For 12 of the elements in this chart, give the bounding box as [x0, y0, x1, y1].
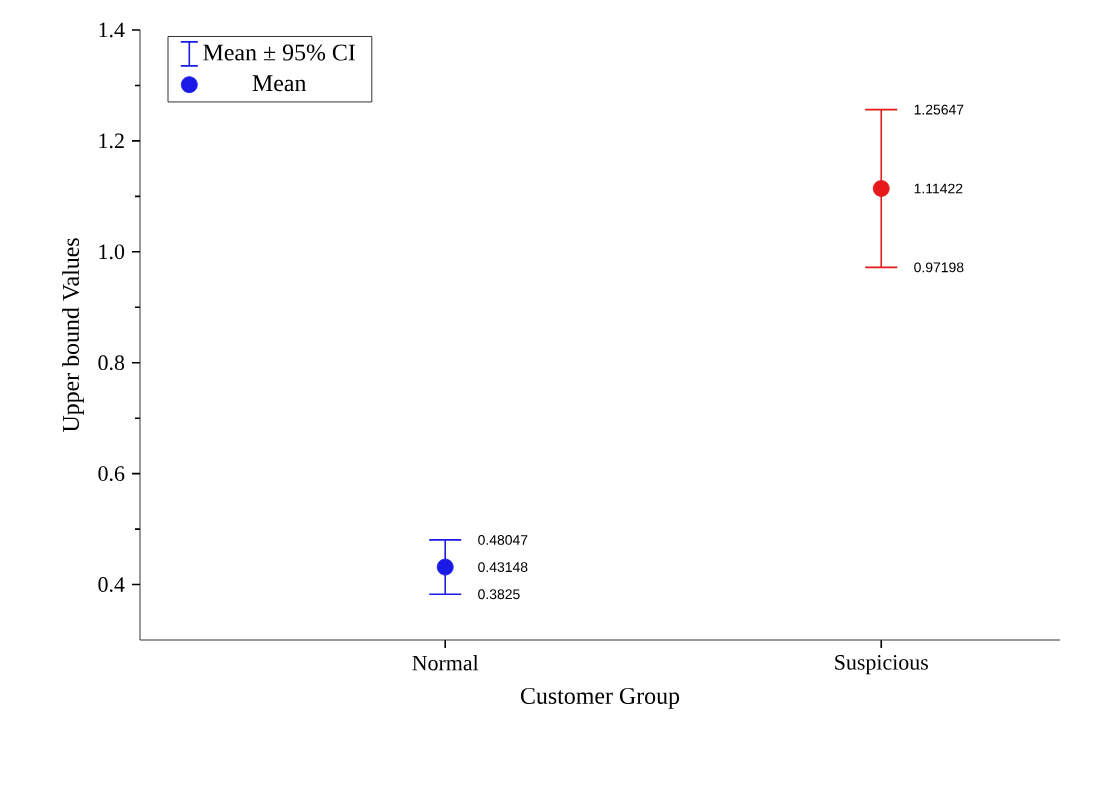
y-tick-label: 0.8 [98, 355, 125, 371]
y-axis-title: Upper bound Values [62, 238, 84, 433]
y-tick-label: 1.2 [99, 133, 124, 149]
y-tick-label: 0.4 [98, 577, 125, 592]
y-tick-label: 1.0 [99, 244, 125, 260]
y-tick-label: 1.4 [99, 22, 125, 38]
legend-title: Mean ± 95% CI [203, 44, 355, 61]
y-tick-label: 0.6 [98, 466, 125, 482]
x-tick-label: Normal [412, 655, 479, 671]
x-tick-label: Suspicious [835, 655, 928, 675]
legend-label: Mean [252, 75, 307, 92]
x-axis-title: Customer Group [520, 687, 680, 709]
